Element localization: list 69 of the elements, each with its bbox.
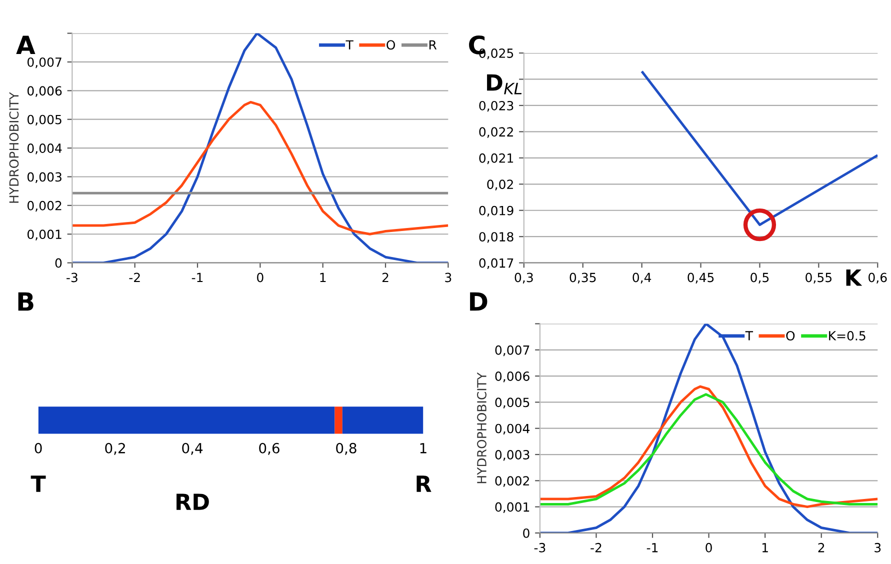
x-tick-label: 0,4 (632, 272, 652, 284)
legend-label: K=0.5 (829, 331, 866, 340)
y-tick-label: 0,006 (495, 372, 530, 382)
x-tick-label: 0 (257, 272, 264, 282)
y-tick-label: 0,019 (479, 206, 514, 217)
y-tick-label: 0,005 (27, 114, 62, 126)
x-tick-label: 0,45 (688, 272, 714, 284)
y-axis-title: HYDROPHOBICITY (9, 92, 19, 203)
x-tick-label: 3 (874, 542, 881, 552)
y-tick-label: 0,003 (27, 172, 62, 183)
chart-title: B (18, 292, 34, 311)
x-tick-label: 0,4 (182, 442, 203, 455)
y-tick-label: 0,021 (479, 153, 514, 164)
x-axis-title: K (846, 270, 862, 286)
line-series (540, 324, 878, 533)
x-tick-label: -3 (534, 542, 546, 552)
x-tick-label: 1 (420, 443, 426, 454)
x-tick-label: 1 (762, 543, 768, 552)
y-tick-label: 0,02 (487, 180, 513, 190)
y-tick-label: 0,002 (27, 200, 62, 212)
x-tick-label: 0,3 (514, 272, 533, 284)
y-tick-label: 0,001 (27, 230, 62, 240)
y-tick-label: 0,022 (479, 127, 513, 138)
x-tick-label: 0,55 (806, 272, 832, 284)
x-tick-label: -2 (590, 542, 602, 552)
legend-label: T (745, 331, 754, 340)
legend-label: O (386, 40, 396, 50)
line-series (72, 100, 448, 236)
x-tick-label: 2 (818, 542, 824, 552)
x-tick-label: 0,8 (336, 442, 356, 455)
y-axis-title: HYDROPHOBICITY (477, 372, 486, 484)
x-tick-label: 2 (382, 272, 388, 282)
y-tick-label: 0 (523, 528, 530, 538)
legend-label: T (346, 40, 354, 50)
y-tick-label: 0,004 (495, 424, 530, 435)
y-tick-label: 0,007 (27, 57, 62, 68)
y-tick-label: 0,006 (27, 86, 62, 97)
y-tick-label: 0 (55, 258, 62, 268)
x-tick-label: -3 (66, 272, 78, 282)
legend-label: O (786, 331, 795, 340)
y-tick-label: 0,007 (495, 345, 530, 356)
x-tick-label: 0 (706, 542, 712, 552)
x-tick-label: 0,6 (868, 272, 887, 284)
x-tick-label: 1 (320, 272, 326, 282)
x-tick-label: 3 (445, 272, 452, 282)
y-tick-label: 0,023 (479, 100, 514, 112)
x-tick-label: 0,2 (105, 442, 125, 455)
x-tick-label: 0,5 (750, 272, 769, 284)
bar (334, 406, 342, 434)
y-tick-label: 0,017 (479, 258, 514, 270)
text: T (30, 476, 46, 492)
x-tick-label: 0,35 (570, 272, 596, 284)
text: R (416, 476, 432, 492)
y-axis-title: D$_{KL}$ (487, 74, 522, 94)
bar (342, 406, 424, 434)
y-tick-label: 0,003 (495, 450, 530, 461)
y-tick-label: 0,005 (495, 398, 530, 408)
y-tick-label: 0,018 (479, 232, 514, 243)
chart-title: A (16, 36, 36, 54)
x-tick-label: -1 (646, 543, 658, 552)
x-tick-label: -2 (129, 272, 140, 282)
x-tick-label: 0,6 (259, 442, 280, 455)
y-tick-label: 0,002 (495, 476, 529, 487)
x-axis-title: RD (176, 494, 209, 510)
legend-label: R (429, 40, 437, 50)
x-tick-label: -1 (192, 272, 203, 282)
chart-title: D (470, 292, 488, 311)
y-tick-label: 0,004 (27, 144, 62, 154)
y-tick-label: 0,001 (495, 502, 530, 514)
